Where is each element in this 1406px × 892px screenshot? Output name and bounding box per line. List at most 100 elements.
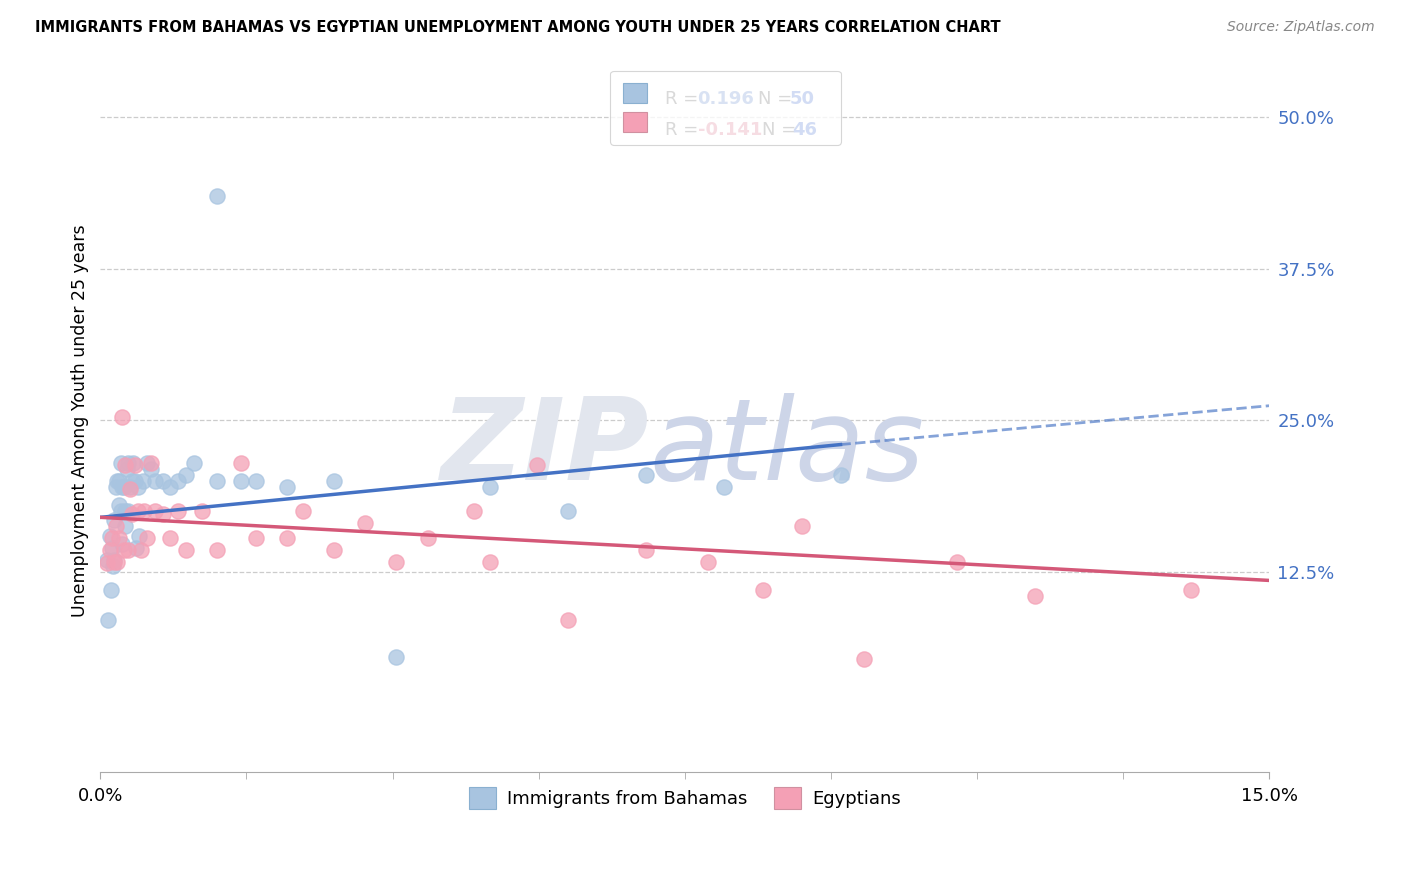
Point [107,555,129,569]
Point [98,528,121,542]
Text: 50: 50 [790,90,815,108]
Point [100,583,122,598]
Point [111,537,134,551]
Point [697,555,720,569]
Point [114,518,136,533]
Point [103,555,125,569]
Point [751,583,773,598]
Point [121,474,143,488]
Point [104,518,127,533]
Point [634,543,657,558]
Text: Source: ZipAtlas.com: Source: ZipAtlas.com [1227,20,1375,34]
Point [101,531,124,545]
Point [190,504,212,518]
Text: 46: 46 [792,120,817,139]
Point [127,480,149,494]
Text: atlas: atlas [650,393,925,504]
Point [183,456,205,470]
Point [245,531,267,545]
Point [114,504,136,518]
Point [245,474,267,488]
Point [110,456,132,470]
Point [124,474,146,488]
Point [112,480,135,494]
Point [354,516,377,531]
Point [96,557,118,571]
Point [167,474,190,488]
Point [117,456,139,470]
Point [830,467,852,482]
Point [104,480,127,494]
Point [291,504,314,518]
Point [117,504,139,518]
Point [713,480,735,494]
Point [121,507,143,521]
Point [139,456,162,470]
Point [108,474,131,488]
Point [103,553,125,567]
Point [159,531,181,545]
Point [152,474,174,488]
Point [416,531,439,545]
Point [108,531,131,545]
Point [143,504,166,518]
Point [557,614,579,628]
Point [1024,589,1046,603]
Point [478,480,501,494]
Point [115,462,138,476]
Text: IMMIGRANTS FROM BAHAMAS VS EGYPTIAN UNEMPLOYMENT AMONG YOUTH UNDER 25 YEARS CORR: IMMIGRANTS FROM BAHAMAS VS EGYPTIAN UNEM… [35,20,1001,35]
Point [97,614,120,628]
Point [276,480,298,494]
Point [634,467,657,482]
Point [478,555,501,569]
Text: ZIP: ZIP [441,393,650,504]
Point [205,189,228,203]
Point [136,456,159,470]
Point [174,467,197,482]
Point [323,543,346,558]
Point [1180,583,1202,598]
Point [385,649,408,664]
Point [790,518,813,533]
Point [112,543,135,558]
Point [557,504,579,518]
Point [108,498,131,512]
Point [128,528,150,542]
Point [118,483,141,497]
Point [107,474,129,488]
Point [463,504,485,518]
Point [143,474,166,488]
Point [167,504,190,518]
Point [174,543,197,558]
Point [111,480,134,494]
Point [110,504,132,518]
Point [852,652,875,666]
Text: -0.141: -0.141 [697,120,762,139]
Point [118,480,141,494]
Point [139,462,162,476]
Point [117,543,139,558]
Point [132,504,155,518]
Point [152,507,174,521]
Point [229,474,252,488]
Point [101,558,124,573]
Point [103,513,125,527]
Point [205,474,228,488]
Point [136,531,159,545]
Text: R =: R = [665,90,699,108]
Text: R =: R = [665,120,699,139]
Point [96,553,118,567]
Point [125,541,148,555]
Point [101,541,124,555]
Point [526,458,548,473]
Point [323,474,346,488]
Text: N =: N = [758,90,793,108]
Text: 0.196: 0.196 [697,90,755,108]
Point [205,543,228,558]
Point [229,456,252,470]
Point [276,531,298,545]
Y-axis label: Unemployment Among Youth under 25 years: Unemployment Among Youth under 25 years [72,224,89,616]
Point [129,543,152,558]
Point [132,474,155,488]
Point [114,458,136,473]
